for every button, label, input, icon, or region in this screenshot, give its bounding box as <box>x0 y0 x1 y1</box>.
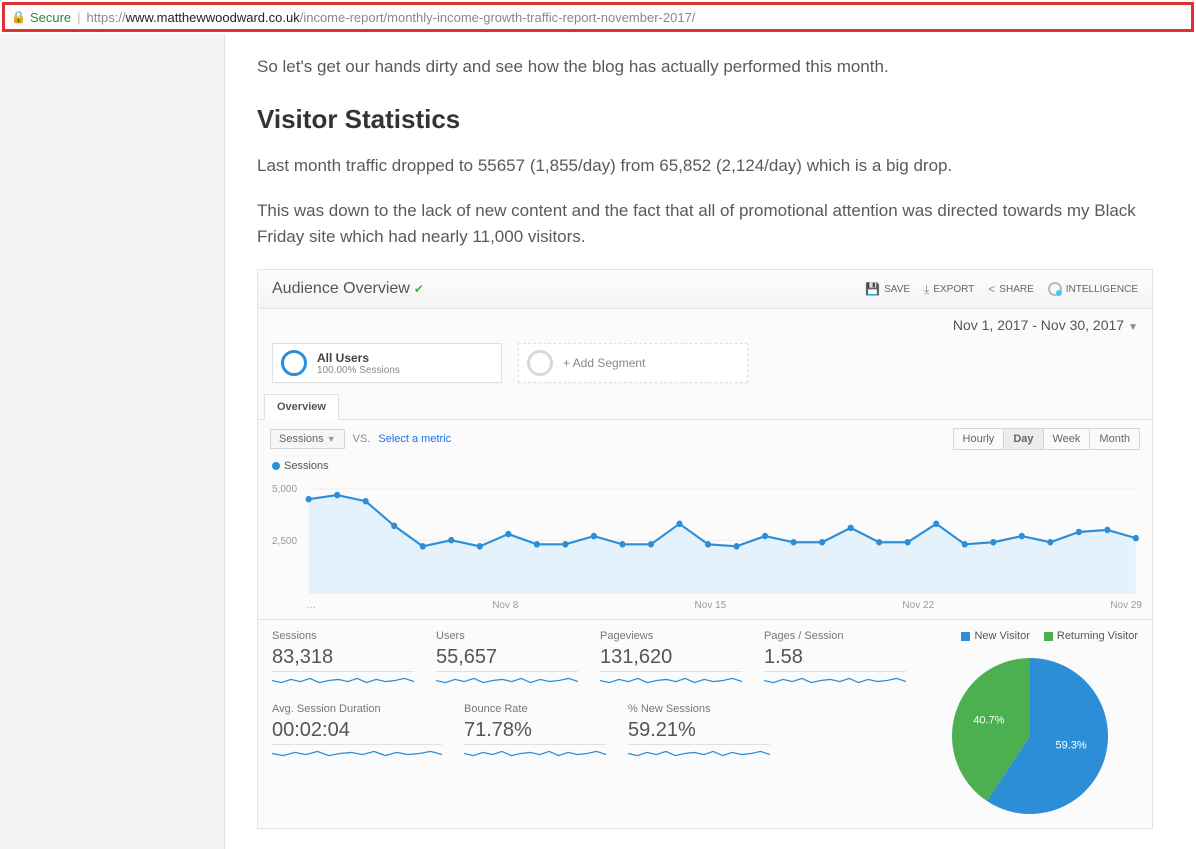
y-tick-5000: 5,000 <box>272 484 297 495</box>
metric-value: 59.21% <box>628 719 770 742</box>
ga-title: Audience Overview <box>272 280 410 298</box>
intelligence-icon <box>1048 282 1062 296</box>
granularity-week[interactable]: Week <box>1043 428 1091 450</box>
metric-card[interactable]: Users 55,657 <box>436 630 578 689</box>
share-button[interactable]: <SHARE <box>988 282 1033 297</box>
vs-label: VS. <box>353 433 371 445</box>
x-label-2: Nov 15 <box>695 600 727 611</box>
metric-label: Bounce Rate <box>464 703 606 715</box>
pie-legend: New Visitor Returning Visitor <box>922 630 1138 642</box>
intro-paragraph: So let's get our hands dirty and see how… <box>257 54 1153 80</box>
metric-value: 71.78% <box>464 719 606 742</box>
url-path: /income-report/monthly-income-growth-tra… <box>300 10 696 25</box>
svg-text:59.3%: 59.3% <box>1055 739 1086 751</box>
left-gutter <box>0 34 225 849</box>
metric-card[interactable]: Sessions 83,318 <box>272 630 414 689</box>
paragraph-1: Last month traffic dropped to 55657 (1,8… <box>257 153 1153 179</box>
metric-card[interactable]: Pages / Session 1.58 <box>764 630 906 689</box>
metric-sparkline <box>272 671 414 689</box>
primary-metric-select[interactable]: Sessions ▼ <box>270 429 345 449</box>
returning-visitor-swatch <box>1044 632 1053 641</box>
paragraph-2: This was down to the lack of new content… <box>257 198 1153 249</box>
segment-circle-icon <box>281 350 307 376</box>
segment-subtitle: 100.00% Sessions <box>317 365 400 376</box>
y-tick-2500: 2,500 <box>272 536 297 547</box>
metric-label: % New Sessions <box>628 703 770 715</box>
legend-dot-icon <box>272 462 280 470</box>
ga-header: Audience Overview ✔ 💾SAVE ⤓EXPORT <SHARE… <box>258 270 1152 309</box>
separator: | <box>77 10 80 25</box>
save-button[interactable]: 💾SAVE <box>865 282 910 297</box>
granularity-hourly[interactable]: Hourly <box>953 428 1005 450</box>
share-icon: < <box>988 282 995 296</box>
metric-label: Pages / Session <box>764 630 906 642</box>
metric-card[interactable]: Avg. Session Duration 00:02:04 <box>272 703 442 762</box>
date-range-selector[interactable]: Nov 1, 2017 - Nov 30, 2017 ▼ <box>258 309 1152 337</box>
date-range-text: Nov 1, 2017 - Nov 30, 2017 <box>953 317 1124 333</box>
x-label-3: Nov 22 <box>902 600 934 611</box>
granularity-month[interactable]: Month <box>1089 428 1140 450</box>
intelligence-button[interactable]: INTELLIGENCE <box>1048 282 1138 297</box>
metric-value: 55,657 <box>436 646 578 669</box>
article-content: So let's get our hands dirty and see how… <box>225 34 1185 849</box>
metric-sparkline <box>628 744 770 762</box>
metric-value: 00:02:04 <box>272 719 442 742</box>
metric-value: 83,318 <box>272 646 414 669</box>
section-heading: Visitor Statistics <box>257 104 1153 135</box>
save-icon: 💾 <box>865 282 880 296</box>
chevron-down-icon: ▼ <box>327 434 336 444</box>
url-bar[interactable]: 🔒 Secure | https://www.matthewwoodward.c… <box>5 5 1191 29</box>
svg-text:40.7%: 40.7% <box>973 715 1004 727</box>
export-button[interactable]: ⤓EXPORT <box>924 282 974 297</box>
x-label-4: Nov 29 <box>1110 600 1142 611</box>
metric-value: 1.58 <box>764 646 906 669</box>
url-prefix: https:// <box>87 10 126 25</box>
metric-card[interactable]: Pageviews 131,620 <box>600 630 742 689</box>
secure-label: Secure <box>30 10 71 25</box>
metric-sparkline <box>436 671 578 689</box>
tab-overview[interactable]: Overview <box>264 394 339 420</box>
sessions-chart: 5,000 2,500 <box>268 478 1142 598</box>
granularity-day[interactable]: Day <box>1003 428 1043 450</box>
metrics-grid: Sessions 83,318 Users 55,657 Pageviews 1… <box>258 630 922 818</box>
metric-label: Pageviews <box>600 630 742 642</box>
x-label-1: Nov 8 <box>492 600 518 611</box>
x-label-0: … <box>306 600 316 611</box>
metric-label: Sessions <box>272 630 414 642</box>
metric-sparkline <box>600 671 742 689</box>
add-segment-icon <box>527 350 553 376</box>
url-bar-highlight: 🔒 Secure | https://www.matthewwoodward.c… <box>2 2 1194 32</box>
chart-x-axis: … Nov 8 Nov 15 Nov 22 Nov 29 <box>258 598 1152 620</box>
segment-title: All Users <box>317 351 400 365</box>
select-metric-link[interactable]: Select a metric <box>378 433 451 445</box>
export-icon: ⤓ <box>924 282 929 297</box>
chart-legend: Sessions <box>258 458 1152 474</box>
metric-sparkline <box>272 744 442 762</box>
metric-card[interactable]: Bounce Rate 71.78% <box>464 703 606 762</box>
metric-card[interactable]: % New Sessions 59.21% <box>628 703 770 762</box>
add-segment-label: + Add Segment <box>563 356 645 370</box>
lock-icon: 🔒 <box>11 10 26 24</box>
chart-svg <box>268 478 1142 598</box>
new-visitor-swatch <box>961 632 970 641</box>
pie-chart: 40.7% 59.3% <box>945 648 1115 818</box>
verified-icon: ✔ <box>414 282 424 296</box>
segment-all-users[interactable]: All Users 100.00% Sessions <box>272 343 502 383</box>
url-domain: www.matthewwoodward.co.uk <box>126 10 300 25</box>
add-segment-button[interactable]: + Add Segment <box>518 343 748 383</box>
metric-label: Avg. Session Duration <box>272 703 442 715</box>
metric-sparkline <box>764 671 906 689</box>
metric-value: 131,620 <box>600 646 742 669</box>
chevron-down-icon: ▼ <box>1128 322 1138 333</box>
analytics-card: Audience Overview ✔ 💾SAVE ⤓EXPORT <SHARE… <box>257 269 1153 829</box>
metric-label: Users <box>436 630 578 642</box>
metric-sparkline <box>464 744 606 762</box>
